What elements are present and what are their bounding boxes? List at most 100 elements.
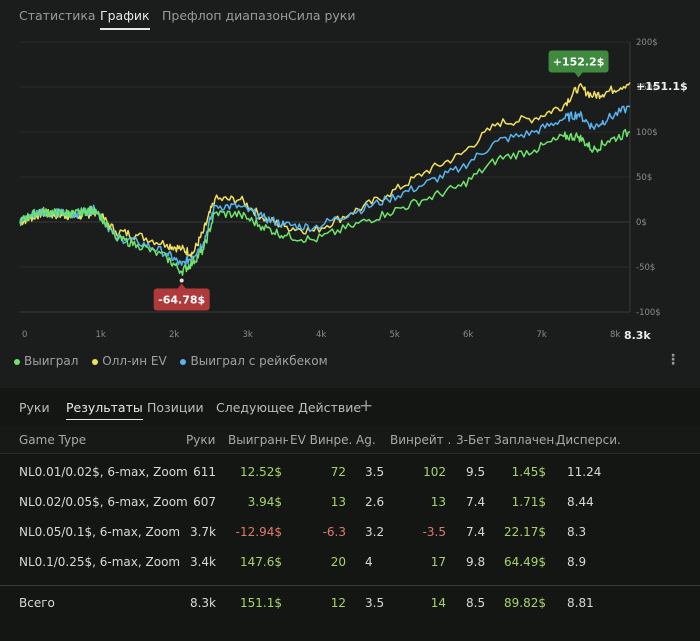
cell-game-type: Всего: [19, 596, 55, 610]
more-options-icon[interactable]: ⋮: [666, 352, 680, 368]
cell-3bet: 8.5: [466, 596, 486, 610]
cell-won: 3.94$: [247, 495, 282, 509]
col-3bet[interactable]: 3-Бет: [456, 433, 491, 447]
col-hands[interactable]: Руки: [186, 433, 216, 447]
y-tick-label: -100$: [636, 308, 661, 318]
legend-item-allin-ev[interactable]: Олл-ин EV: [92, 354, 167, 368]
col-won[interactable]: Выигранно: [228, 433, 288, 447]
max-badge-pointer: [574, 72, 583, 78]
max-profit-label: +152.2$: [553, 56, 605, 69]
series-line-rakeback: [19, 105, 631, 267]
cell-variance: 11.24: [567, 465, 602, 479]
tab-statistics[interactable]: Статистика: [19, 8, 96, 23]
cell-hands: 607: [193, 495, 216, 509]
x-tick-label: 7k: [536, 330, 546, 340]
cell-winrate: 102: [423, 465, 446, 479]
x-tick-label: 4k: [316, 330, 326, 340]
x-tick-label: 8k: [610, 330, 620, 340]
legend-item-won[interactable]: Выиграл: [14, 354, 78, 368]
final-profit-label: +151.1$: [636, 80, 688, 93]
tab-preflop-range[interactable]: Префлоп диапазон: [162, 8, 289, 23]
chart-legend: Выиграл Олл-ин EV Выиграл с рейкбеком: [14, 354, 338, 368]
col-winrate[interactable]: Винрейт ...: [390, 433, 452, 447]
cell-hands: 3.7k: [189, 525, 216, 539]
y-tick-label: 100$: [636, 128, 658, 138]
cell-game-type: NL0.01/0.02$, 6-max, Zoom: [19, 465, 188, 479]
cell-winrate: 17: [430, 555, 446, 569]
cell-hands: 3.4k: [189, 555, 216, 569]
cell-variance: 8.9: [567, 555, 587, 569]
cell-rake-paid: 64.49$: [504, 555, 546, 569]
min-profit-badge: [153, 288, 210, 311]
tab-positions[interactable]: Позиции: [147, 400, 204, 415]
tab-graph[interactable]: График: [100, 8, 150, 30]
add-tab-icon[interactable]: +: [359, 396, 374, 416]
tab-hands[interactable]: Руки: [19, 400, 50, 415]
table-total-row[interactable]: Всего 8.3k 151.1$ 12 3.5 14 8.5 89.82$ 8.81: [0, 589, 700, 619]
cell-won: 147.6$: [240, 555, 282, 569]
table-row[interactable]: NL0.1/0.25$, 6-max, Zoom 3.4k 147.6$ 20 4 17 9…: [0, 548, 700, 578]
table-header: Game Type Руки Выигранно EV Винре... Ag.…: [0, 426, 700, 454]
cell-won: -12.94$: [235, 525, 282, 539]
x-tick-label: 6k: [463, 330, 473, 340]
legend-dot-rakeback: [180, 358, 187, 365]
cell-game-type: NL0.05/0.1$, 6-max, Zoom: [19, 525, 181, 539]
tab-results[interactable]: Результаты: [66, 400, 143, 420]
cell-aggression: 3.2: [365, 525, 385, 539]
tab-hand-strength[interactable]: Сила руки: [288, 8, 356, 23]
x-end-label: 8.3k: [624, 329, 651, 342]
table-row[interactable]: NL0.01/0.02$, 6-max, Zoom 611 12.52$ 72 3.5 1…: [0, 458, 700, 488]
cell-hands: 611: [193, 465, 216, 479]
cell-aggression: 3.5: [365, 596, 385, 610]
min-badge-pointer: [177, 283, 186, 289]
top-tab-bar: Статистика График Префлоп диапазон Сила …: [0, 0, 700, 32]
cell-rake-paid: 89.82$: [504, 596, 546, 610]
min-profit-label: -64.78$: [158, 294, 205, 307]
x-tick-label: 2k: [169, 330, 179, 340]
legend-dot-won: [14, 358, 20, 365]
cell-aggression: 3.5: [365, 465, 385, 479]
cell-3bet: 7.4: [466, 495, 486, 509]
cell-rake-paid: 1.71$: [511, 495, 546, 509]
cell-won: 12.52$: [240, 465, 282, 479]
cell-aggression: 4: [365, 555, 373, 569]
cell-ev-winrate: 12: [330, 596, 346, 610]
cell-game-type: NL0.1/0.25$, 6-max, Zoom: [19, 555, 181, 569]
cell-variance: 8.81: [567, 596, 594, 610]
min-point-marker: [179, 278, 184, 283]
cell-winrate: -3.5: [422, 525, 446, 539]
legend-label-allin-ev: Олл-ин EV: [102, 354, 167, 368]
col-game-type[interactable]: Game Type: [19, 433, 87, 447]
col-rake-paid[interactable]: Заплачен...: [494, 433, 556, 447]
profit-chart[interactable]: 200$ 150$ 100$ 50$ 0$ -50$ -100$ 0 1k 2k 3k 4k 5k 6k 7…: [0, 32, 700, 352]
table-row[interactable]: NL0.05/0.1$, 6-max, Zoom 3.7k -12.94$ -6.3 3…: [0, 518, 700, 548]
col-variance[interactable]: Дисперси...: [556, 433, 622, 447]
cell-winrate: 14: [430, 596, 446, 610]
x-tick-label: 0: [22, 330, 27, 340]
legend-dot-allin-ev: [92, 358, 99, 365]
cell-game-type: NL0.02/0.05$, 6-max, Zoom: [19, 495, 188, 509]
table-row[interactable]: NL0.02/0.05$, 6-max, Zoom 607 3.94$ 13 2.6 13…: [0, 488, 700, 518]
cell-hands: 8.3k: [189, 596, 216, 610]
cell-3bet: 7.4: [466, 525, 486, 539]
y-tick-label: 150$: [636, 83, 658, 93]
x-tick-label: 3k: [242, 330, 252, 340]
cell-ev-winrate: 72: [330, 465, 346, 479]
results-panel: Руки Результаты Позиции Следующее Действ…: [0, 388, 700, 641]
total-divider: [0, 585, 700, 586]
cell-variance: 8.3: [567, 525, 587, 539]
cell-rake-paid: 1.45$: [511, 465, 546, 479]
y-tick-label: 200$: [636, 38, 658, 48]
cell-ev-winrate: 20: [330, 555, 346, 569]
legend-item-rakeback[interactable]: Выиграл с рейкбеком: [180, 354, 328, 368]
cell-aggression: 2.6: [365, 495, 385, 509]
col-ev-winrate[interactable]: EV Винре...: [290, 433, 352, 447]
cell-3bet: 9.8: [466, 555, 486, 569]
cell-ev-winrate: -6.3: [322, 525, 346, 539]
cell-3bet: 9.5: [466, 465, 486, 479]
cell-variance: 8.44: [567, 495, 594, 509]
y-tick-label: 0$: [636, 218, 647, 228]
tab-next-action[interactable]: Следующее Действие: [216, 400, 362, 415]
cell-won: 151.1$: [240, 596, 282, 610]
col-aggression[interactable]: Ag.: [356, 433, 376, 447]
